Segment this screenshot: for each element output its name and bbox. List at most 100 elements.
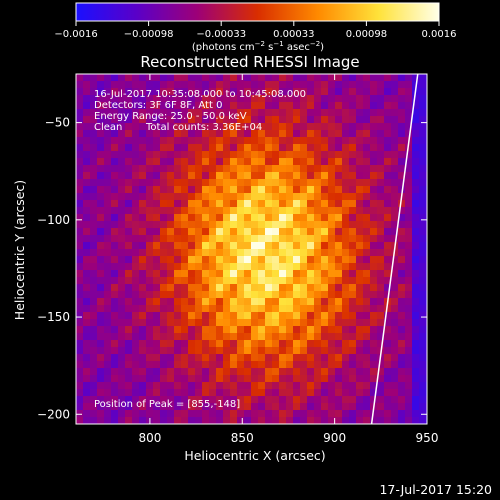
- heatmap-cell: [139, 298, 146, 305]
- heatmap-cell: [398, 291, 405, 298]
- heatmap-cell: [370, 347, 377, 354]
- heatmap-cell: [412, 389, 419, 396]
- heatmap-cell: [279, 368, 286, 375]
- heatmap-cell: [132, 410, 139, 417]
- heatmap-cell: [76, 249, 83, 256]
- heatmap-cell: [188, 305, 195, 312]
- heatmap-cell: [132, 298, 139, 305]
- heatmap-cell: [405, 221, 412, 228]
- heatmap-cell: [118, 102, 125, 109]
- heatmap-cell: [111, 312, 118, 319]
- heatmap-cell: [97, 214, 104, 221]
- heatmap-cell: [230, 340, 237, 347]
- heatmap-cell: [202, 137, 209, 144]
- heatmap-cell: [202, 242, 209, 249]
- heatmap-cell: [370, 88, 377, 95]
- heatmap-cell: [377, 137, 384, 144]
- heatmap-cell: [328, 214, 335, 221]
- heatmap-cell: [370, 123, 377, 130]
- heatmap-cell: [398, 298, 405, 305]
- heatmap-cell: [419, 368, 426, 375]
- heatmap-cell: [230, 172, 237, 179]
- heatmap-cell: [272, 382, 279, 389]
- heatmap-cell: [195, 228, 202, 235]
- heatmap-cell: [328, 417, 335, 424]
- heatmap-cell: [146, 151, 153, 158]
- heatmap-cell: [286, 137, 293, 144]
- heatmap-cell: [83, 305, 90, 312]
- heatmap-cell: [153, 256, 160, 263]
- heatmap-cell: [83, 193, 90, 200]
- heatmap-cell: [195, 312, 202, 319]
- heatmap-cell: [405, 305, 412, 312]
- total-counts-annotation: Total counts: 3.36E+04: [145, 122, 262, 133]
- heatmap-cell: [125, 305, 132, 312]
- heatmap-cell: [314, 221, 321, 228]
- heatmap-cell: [83, 410, 90, 417]
- heatmap-cell: [146, 368, 153, 375]
- heatmap-cell: [153, 361, 160, 368]
- heatmap-cell: [405, 109, 412, 116]
- heatmap-cell: [391, 305, 398, 312]
- heatmap-cell: [125, 172, 132, 179]
- heatmap-cell: [405, 312, 412, 319]
- heatmap-cell: [244, 417, 251, 424]
- heatmap-cell: [167, 284, 174, 291]
- heatmap-cell: [244, 186, 251, 193]
- heatmap-cell: [377, 284, 384, 291]
- heatmap-cell: [258, 88, 265, 95]
- heatmap-cell: [321, 249, 328, 256]
- heatmap-cell: [237, 137, 244, 144]
- heatmap-cell: [335, 123, 342, 130]
- heatmap-cell: [370, 354, 377, 361]
- heatmap-cell: [300, 277, 307, 284]
- heatmap-cell: [314, 403, 321, 410]
- heatmap-cell: [125, 319, 132, 326]
- heatmap-cell: [132, 249, 139, 256]
- heatmap-cell: [160, 340, 167, 347]
- heatmap-cell: [349, 172, 356, 179]
- heatmap-cell: [328, 116, 335, 123]
- heatmap-cell: [230, 165, 237, 172]
- heatmap-cell: [146, 116, 153, 123]
- heatmap-cell: [321, 277, 328, 284]
- heatmap-cell: [202, 277, 209, 284]
- heatmap-cell: [251, 88, 258, 95]
- heatmap-cell: [90, 333, 97, 340]
- heatmap-cell: [118, 333, 125, 340]
- heatmap-cell: [174, 228, 181, 235]
- heatmap-cell: [391, 396, 398, 403]
- heatmap-cell: [307, 200, 314, 207]
- heatmap-cell: [342, 403, 349, 410]
- heatmap-cell: [146, 200, 153, 207]
- heatmap-cell: [181, 396, 188, 403]
- heatmap-cell: [230, 277, 237, 284]
- heatmap-cell: [202, 410, 209, 417]
- heatmap-cell: [230, 305, 237, 312]
- heatmap-cell: [195, 375, 202, 382]
- heatmap-cell: [265, 214, 272, 221]
- heatmap-cell: [111, 340, 118, 347]
- heatmap-cell: [419, 137, 426, 144]
- heatmap-cell: [111, 123, 118, 130]
- heatmap-cell: [356, 410, 363, 417]
- heatmap-cell: [209, 263, 216, 270]
- heatmap-cell: [321, 207, 328, 214]
- heatmap-cell: [174, 389, 181, 396]
- heatmap-cell: [279, 417, 286, 424]
- heatmap-cell: [90, 158, 97, 165]
- heatmap-cell: [412, 165, 419, 172]
- heatmap-cell: [391, 88, 398, 95]
- heatmap-cell: [405, 179, 412, 186]
- heatmap-cell: [342, 137, 349, 144]
- heatmap-cell: [174, 158, 181, 165]
- heatmap-cell: [195, 333, 202, 340]
- heatmap-cell: [377, 242, 384, 249]
- heatmap-cell: [412, 235, 419, 242]
- heatmap-cell: [405, 277, 412, 284]
- heatmap-cell: [188, 228, 195, 235]
- heatmap-cell: [377, 214, 384, 221]
- heatmap-cell: [370, 235, 377, 242]
- heatmap-cell: [314, 347, 321, 354]
- heatmap-cell: [349, 347, 356, 354]
